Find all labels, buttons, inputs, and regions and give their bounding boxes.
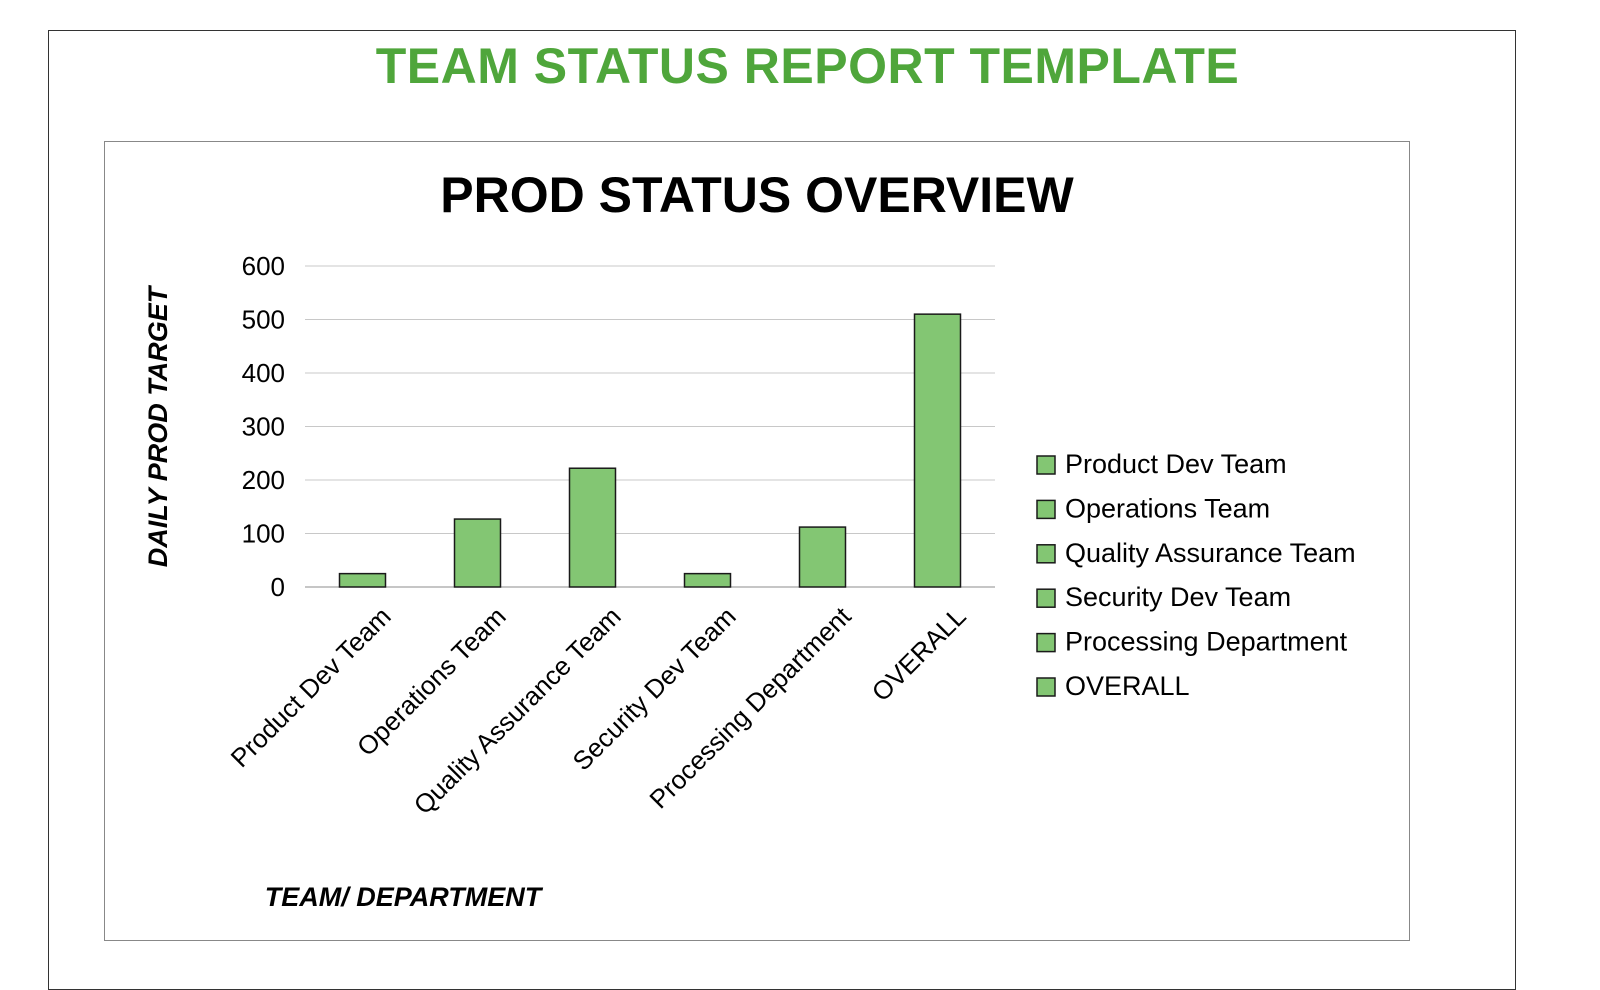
legend-swatch bbox=[1036, 499, 1056, 520]
legend-swatch bbox=[1036, 632, 1056, 653]
y-tick-label: 200 bbox=[242, 465, 285, 495]
legend-swatch bbox=[1036, 588, 1056, 608]
bar bbox=[913, 313, 962, 588]
y-tick-label: 0 bbox=[271, 572, 285, 602]
x-tick-label: Quality Assurance Team bbox=[408, 601, 627, 820]
legend-label: Operations Team bbox=[1065, 493, 1270, 523]
bar bbox=[683, 572, 732, 588]
report-title: TEAM STATUS REPORT TEMPLATE bbox=[375, 38, 1240, 94]
legend-label: Processing Department bbox=[1065, 627, 1348, 657]
y-tick-label: 500 bbox=[242, 305, 285, 335]
y-axis-label: DAILY PROD TARGET bbox=[143, 284, 173, 567]
legend-item: Operations Team bbox=[1036, 493, 1270, 523]
y-tick-label: 600 bbox=[242, 251, 285, 281]
x-axis-label: TEAM/ DEPARTMENT bbox=[265, 882, 544, 912]
legend-label: Product Dev Team bbox=[1065, 449, 1287, 479]
chart-title: PROD STATUS OVERVIEW bbox=[440, 167, 1074, 223]
y-tick-label: 300 bbox=[242, 412, 285, 442]
legend-item: Processing Department bbox=[1036, 627, 1348, 657]
bar bbox=[798, 526, 847, 588]
bar bbox=[453, 518, 502, 588]
x-tick-label: OVERALL bbox=[866, 601, 972, 707]
bar bbox=[338, 572, 387, 588]
y-tick-label: 400 bbox=[242, 358, 285, 388]
x-tick-label: Processing Department bbox=[643, 600, 857, 814]
legend-item: Quality Assurance Team bbox=[1036, 538, 1356, 568]
legend-item: Product Dev Team bbox=[1036, 449, 1287, 479]
bar-chart: PROD STATUS OVERVIEW DAILY PROD TARGET T… bbox=[143, 167, 1356, 912]
legend-label: OVERALL bbox=[1065, 671, 1190, 701]
legend-label: Security Dev Team bbox=[1065, 582, 1291, 612]
legend-item: OVERALL bbox=[1036, 671, 1190, 701]
legend-item: Security Dev Team bbox=[1036, 582, 1291, 612]
chart-container: PROD STATUS OVERVIEW DAILY PROD TARGET T… bbox=[104, 141, 1410, 941]
y-tick-label: 100 bbox=[242, 519, 285, 549]
bar bbox=[568, 467, 617, 588]
legend-label: Quality Assurance Team bbox=[1065, 538, 1356, 568]
legend-swatch bbox=[1036, 677, 1056, 697]
legend-swatch bbox=[1036, 544, 1056, 564]
legend-swatch bbox=[1036, 455, 1056, 475]
